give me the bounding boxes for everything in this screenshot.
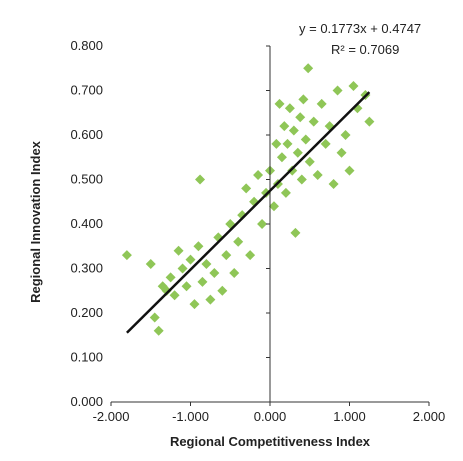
data-point bbox=[279, 121, 290, 132]
data-point bbox=[303, 63, 314, 74]
data-point bbox=[181, 281, 192, 292]
data-point bbox=[296, 174, 307, 185]
data-point bbox=[195, 174, 206, 185]
data-point bbox=[245, 250, 256, 261]
y-tick-label: 0.600 bbox=[70, 127, 103, 142]
data-point bbox=[189, 299, 200, 310]
data-point bbox=[324, 121, 335, 132]
data-point bbox=[229, 267, 240, 278]
data-point bbox=[348, 81, 359, 92]
data-point bbox=[282, 138, 293, 149]
data-point bbox=[276, 152, 287, 163]
data-point bbox=[290, 227, 301, 238]
y-tick-label: 0.700 bbox=[70, 83, 103, 98]
trendline-group bbox=[126, 91, 371, 334]
data-point bbox=[292, 147, 303, 158]
data-point bbox=[257, 219, 268, 229]
data-point bbox=[261, 187, 272, 198]
y-tick-label: 0.400 bbox=[70, 216, 103, 231]
x-tick-label: -2.000 bbox=[93, 409, 130, 424]
data-point bbox=[300, 134, 311, 145]
x-axis-title: Regional Competitiveness Index bbox=[170, 434, 371, 449]
data-point bbox=[233, 236, 244, 247]
data-point bbox=[320, 138, 331, 149]
data-point bbox=[268, 201, 279, 212]
data-point bbox=[316, 98, 327, 109]
trendline bbox=[126, 91, 371, 334]
data-point bbox=[145, 259, 156, 270]
y-axis-title: Regional Innovation Index bbox=[28, 140, 43, 303]
data-point bbox=[295, 112, 306, 123]
data-point bbox=[298, 94, 309, 105]
data-point bbox=[304, 156, 315, 167]
data-point bbox=[221, 250, 232, 261]
data-point bbox=[271, 138, 282, 149]
y-tick-label: 0.100 bbox=[70, 350, 103, 365]
x-tick-label: 2.000 bbox=[413, 409, 446, 424]
data-point bbox=[197, 276, 208, 287]
data-point bbox=[308, 116, 319, 127]
data-point bbox=[287, 165, 298, 176]
trendline-equation: y = 0.1773x + 0.4747 bbox=[299, 21, 421, 36]
data-point bbox=[121, 250, 132, 261]
x-tick-label: 0.000 bbox=[254, 409, 287, 424]
data-point bbox=[328, 178, 339, 189]
tick-labels: -2.000 -1.000 0.000 1.000 2.000 0.000 0.100 0.2… bbox=[70, 38, 445, 424]
data-point bbox=[336, 147, 347, 158]
data-point bbox=[165, 272, 176, 283]
data-point bbox=[149, 312, 160, 323]
data-point bbox=[344, 165, 355, 176]
data-point bbox=[241, 183, 252, 194]
data-point bbox=[274, 98, 285, 109]
data-point bbox=[284, 103, 295, 114]
data-point bbox=[340, 130, 351, 140]
data-point bbox=[193, 241, 204, 252]
y-tick-label: 0.200 bbox=[70, 305, 103, 320]
data-point bbox=[209, 267, 220, 278]
data-point bbox=[312, 170, 323, 181]
data-point bbox=[332, 85, 343, 96]
y-tick-label: 0.800 bbox=[70, 38, 103, 53]
data-point bbox=[364, 116, 375, 127]
data-point bbox=[169, 290, 180, 301]
data-point bbox=[280, 187, 291, 198]
data-point bbox=[161, 285, 172, 296]
data-point bbox=[217, 285, 228, 296]
data-point bbox=[153, 325, 164, 336]
x-tick-label: 1.000 bbox=[333, 409, 366, 424]
data-point bbox=[253, 170, 264, 181]
data-point bbox=[288, 125, 299, 136]
y-tick-label: 0.500 bbox=[70, 172, 103, 187]
data-points bbox=[121, 63, 375, 336]
data-point bbox=[185, 254, 196, 265]
y-tick-label: 0.000 bbox=[70, 394, 103, 409]
x-tick-label: -1.000 bbox=[172, 409, 209, 424]
axes bbox=[110, 45, 430, 406]
data-point bbox=[205, 294, 216, 305]
data-point bbox=[201, 259, 212, 270]
r-squared-label: R² = 0.7069 bbox=[331, 42, 399, 57]
data-point bbox=[177, 263, 188, 274]
y-tick-label: 0.300 bbox=[70, 261, 103, 276]
data-point bbox=[173, 245, 184, 256]
